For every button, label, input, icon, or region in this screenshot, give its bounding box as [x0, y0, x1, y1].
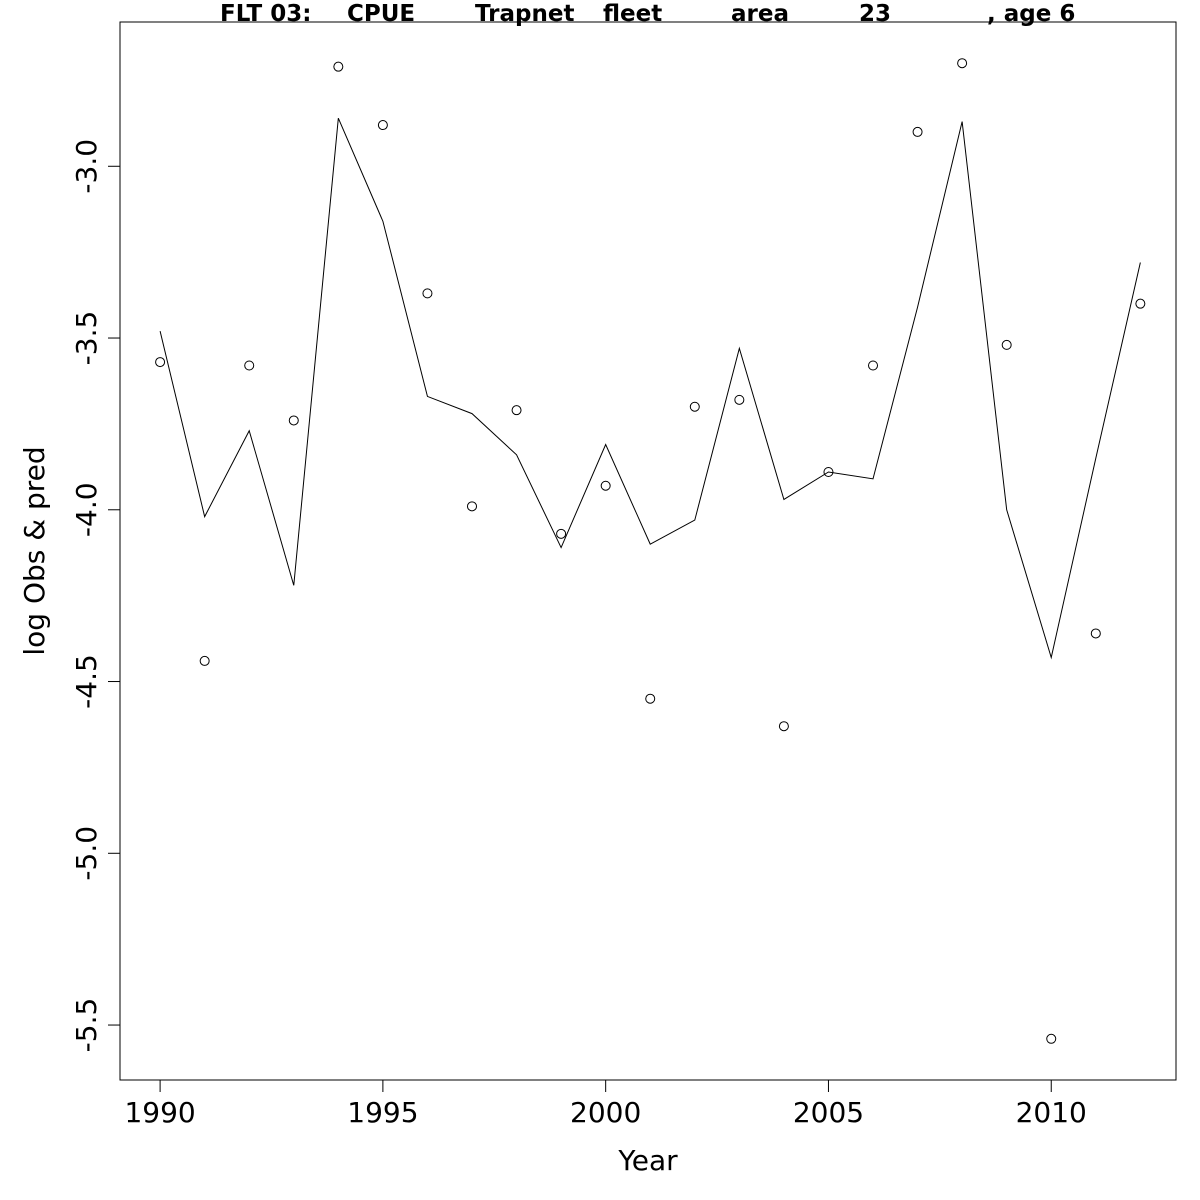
y-tick-label: -3.5 — [70, 311, 103, 366]
x-axis: 1990 1995 2000 2005 2010 — [124, 1079, 1087, 1129]
x-axis-label: Year — [617, 1144, 678, 1177]
observed-point — [1001, 339, 1012, 350]
observed-point — [868, 360, 879, 371]
observed-point — [957, 58, 968, 69]
observed-point — [556, 528, 567, 539]
observed-point — [1046, 1033, 1057, 1044]
observed-series-points — [155, 58, 1146, 1044]
x-tick-label: 2005 — [793, 1096, 864, 1129]
y-axis-label: log Obs & pred — [18, 446, 51, 655]
y-tick-label: -4.0 — [70, 482, 103, 537]
title-part: 23 — [859, 1, 891, 27]
chart-title: FLT 03: CPUE Trapnet fleet area 23 , age 6 — [220, 1, 1075, 27]
title-part: CPUE — [347, 1, 415, 27]
observed-point — [734, 394, 745, 405]
x-tick-label: 1990 — [124, 1096, 195, 1129]
y-tick-label: -4.5 — [70, 654, 103, 709]
y-axis: -3.0 -3.5 -4.0 -4.5 -5.0 -5.5 — [70, 139, 121, 1053]
observed-point — [288, 415, 299, 426]
plot-frame — [119, 21, 1177, 1081]
x-tick-label: 2010 — [1016, 1096, 1087, 1129]
predicted-series-line — [159, 117, 1141, 660]
title-part: FLT 03: — [220, 1, 311, 27]
observed-point — [467, 501, 477, 512]
observed-point — [155, 357, 166, 368]
y-tick-label: -5.5 — [70, 998, 103, 1053]
observed-point — [422, 288, 433, 299]
observed-point — [912, 126, 923, 137]
title-part: , age 6 — [987, 1, 1075, 27]
observed-point — [778, 721, 789, 732]
observed-point — [199, 655, 210, 666]
y-tick-label: -5.0 — [70, 826, 103, 881]
observed-point — [333, 61, 344, 72]
x-tick-label: 2000 — [570, 1096, 641, 1129]
observed-point — [689, 401, 700, 412]
observed-point — [1090, 628, 1101, 639]
title-part: Trapnet — [475, 1, 574, 27]
observed-point — [600, 480, 611, 491]
title-part: fleet — [603, 1, 662, 27]
observed-point — [823, 466, 834, 477]
observed-point — [1135, 298, 1146, 309]
title-part: area — [731, 1, 789, 27]
y-tick-label: -3.0 — [70, 139, 103, 194]
observed-point — [511, 405, 522, 416]
observed-point — [244, 360, 255, 371]
observed-point — [377, 120, 388, 131]
observed-point — [645, 693, 656, 704]
x-tick-label: 1995 — [347, 1096, 418, 1129]
